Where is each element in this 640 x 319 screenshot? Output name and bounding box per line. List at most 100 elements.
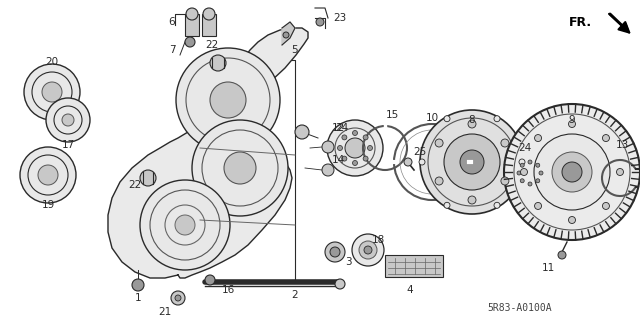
Circle shape: [132, 279, 144, 291]
Circle shape: [20, 147, 76, 203]
Circle shape: [508, 151, 552, 195]
Circle shape: [224, 152, 256, 184]
Circle shape: [616, 168, 623, 175]
Text: 5: 5: [292, 45, 298, 55]
Circle shape: [210, 55, 226, 71]
Text: 15: 15: [385, 110, 399, 120]
Circle shape: [367, 145, 372, 151]
Text: 8: 8: [468, 115, 476, 125]
Polygon shape: [108, 28, 308, 278]
Circle shape: [205, 275, 215, 285]
Circle shape: [210, 82, 246, 118]
Circle shape: [352, 234, 384, 266]
Circle shape: [283, 32, 289, 38]
Circle shape: [562, 162, 582, 182]
Circle shape: [536, 163, 540, 167]
Circle shape: [528, 182, 532, 186]
Circle shape: [520, 163, 524, 167]
Text: 18: 18: [371, 235, 385, 245]
Text: 10: 10: [426, 113, 438, 123]
Circle shape: [519, 159, 525, 165]
Circle shape: [176, 48, 280, 152]
Text: FR.: FR.: [569, 16, 592, 28]
Circle shape: [494, 116, 500, 122]
Text: 14: 14: [332, 155, 344, 165]
Circle shape: [171, 291, 185, 305]
Text: 7: 7: [169, 45, 175, 55]
Circle shape: [363, 156, 368, 161]
Bar: [385, 255, 443, 277]
Circle shape: [420, 110, 524, 214]
Circle shape: [335, 279, 345, 289]
Circle shape: [342, 135, 347, 140]
Circle shape: [337, 145, 342, 151]
Text: 20: 20: [45, 57, 59, 67]
Bar: [185, 14, 199, 36]
Circle shape: [536, 179, 540, 183]
Circle shape: [38, 165, 58, 185]
Circle shape: [534, 135, 541, 142]
Text: 13: 13: [616, 140, 628, 150]
Circle shape: [444, 116, 450, 122]
Circle shape: [444, 202, 450, 208]
Text: 19: 19: [42, 200, 54, 210]
Circle shape: [353, 160, 358, 166]
Circle shape: [353, 130, 358, 136]
Circle shape: [419, 159, 425, 165]
Circle shape: [558, 251, 566, 259]
Circle shape: [494, 202, 500, 208]
Text: 12: 12: [332, 123, 344, 133]
Circle shape: [364, 246, 372, 254]
Polygon shape: [282, 22, 295, 45]
Circle shape: [140, 170, 156, 186]
Circle shape: [468, 120, 476, 128]
Circle shape: [552, 152, 592, 192]
Circle shape: [523, 166, 537, 180]
Circle shape: [192, 120, 288, 216]
Circle shape: [175, 295, 181, 301]
Circle shape: [435, 177, 443, 185]
Text: 25: 25: [413, 147, 427, 157]
Text: 4: 4: [406, 285, 413, 295]
Circle shape: [186, 8, 198, 20]
Circle shape: [501, 139, 509, 147]
Circle shape: [185, 37, 195, 47]
Circle shape: [520, 168, 527, 175]
Circle shape: [42, 82, 62, 102]
Circle shape: [602, 203, 609, 210]
Circle shape: [345, 138, 365, 158]
Text: 1: 1: [134, 293, 141, 303]
Bar: [202, 14, 216, 36]
Circle shape: [24, 64, 80, 120]
Circle shape: [325, 242, 345, 262]
Circle shape: [342, 156, 347, 161]
Circle shape: [62, 114, 74, 126]
Text: 3: 3: [345, 257, 351, 267]
Circle shape: [504, 104, 640, 240]
Text: 2: 2: [292, 290, 298, 300]
Circle shape: [140, 180, 230, 270]
Circle shape: [435, 139, 443, 147]
Circle shape: [322, 164, 334, 176]
Circle shape: [327, 120, 383, 176]
Text: 21: 21: [158, 307, 172, 317]
Text: 9: 9: [569, 115, 575, 125]
Circle shape: [568, 121, 575, 128]
Text: 24: 24: [518, 143, 532, 153]
Circle shape: [444, 134, 500, 190]
Text: 23: 23: [333, 13, 347, 23]
Circle shape: [568, 217, 575, 224]
Circle shape: [460, 150, 484, 174]
Text: 11: 11: [541, 263, 555, 273]
Circle shape: [602, 135, 609, 142]
Text: 22: 22: [205, 40, 219, 50]
Circle shape: [517, 171, 521, 175]
Text: 17: 17: [61, 140, 75, 150]
Circle shape: [404, 158, 412, 166]
Circle shape: [539, 171, 543, 175]
Circle shape: [330, 247, 340, 257]
Circle shape: [468, 196, 476, 204]
Circle shape: [295, 125, 309, 139]
Circle shape: [528, 160, 532, 164]
Circle shape: [363, 135, 368, 140]
